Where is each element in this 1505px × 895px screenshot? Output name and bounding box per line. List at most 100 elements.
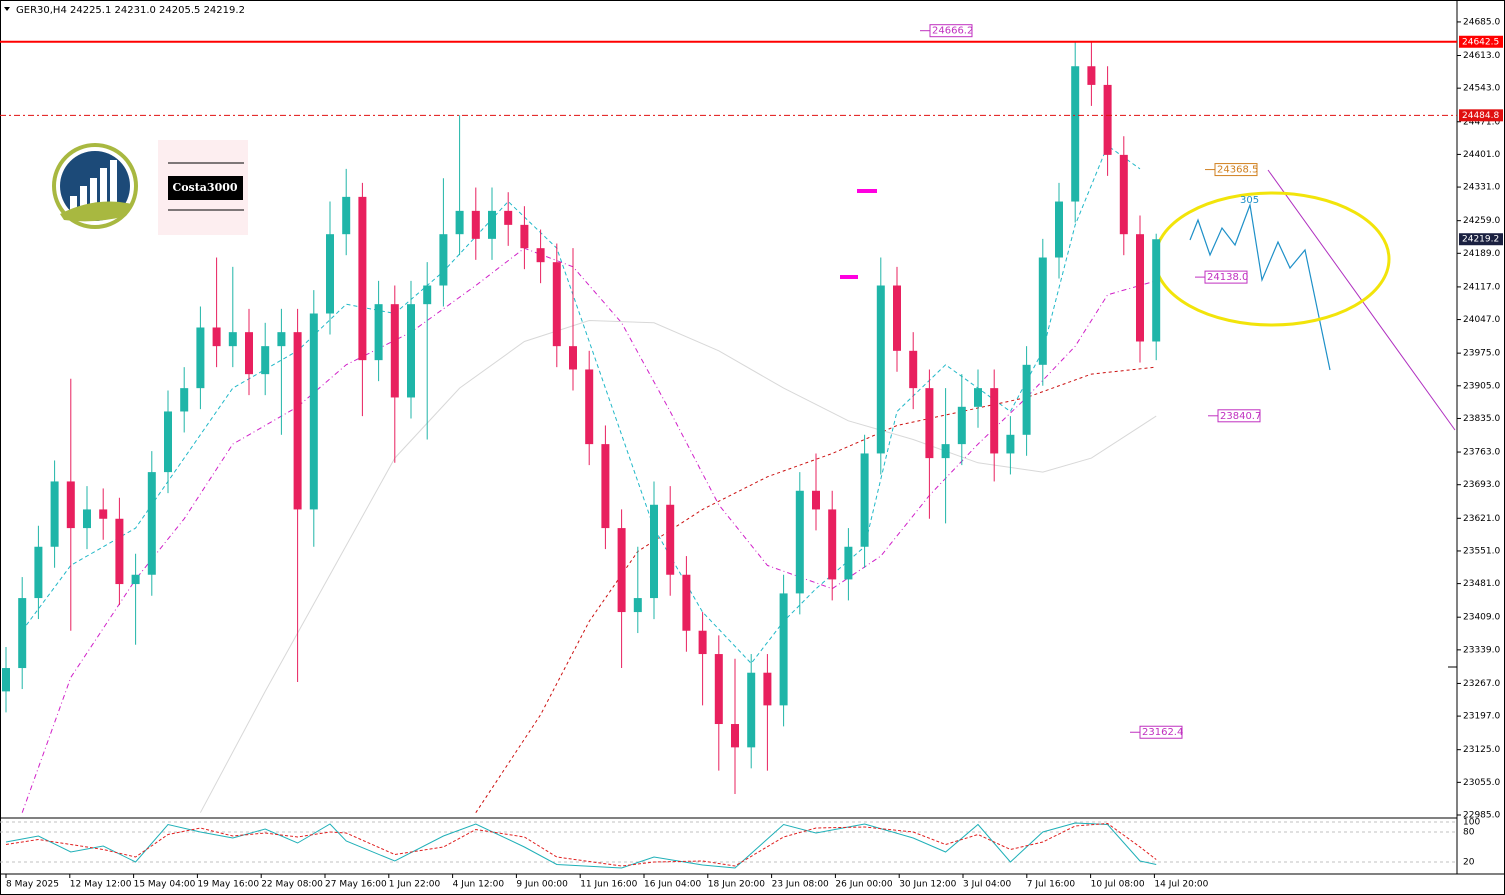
candle-body — [569, 346, 577, 370]
y-tick-label: 22985.0 — [1463, 811, 1500, 821]
y-tick-label: 24613.0 — [1463, 51, 1500, 61]
candle-body — [1055, 201, 1063, 258]
y-tick-label: 23055.0 — [1463, 778, 1500, 788]
y-tick-label: 23267.0 — [1463, 679, 1500, 689]
candle-body — [876, 285, 885, 454]
y-tick-label: 23693.0 — [1463, 480, 1500, 490]
y-tick-label: 24117.0 — [1463, 282, 1500, 292]
x-tick-label: 10 Jul 08:00 — [1091, 880, 1145, 890]
candle-body — [617, 528, 626, 613]
price-line-label: 24642.5 — [1462, 37, 1499, 47]
candle-body — [261, 346, 270, 375]
annotation-label: 24138.0 — [1207, 272, 1248, 283]
price-line-label: 24484.8 — [1462, 111, 1499, 121]
candle-body — [504, 210, 513, 225]
candle-body — [390, 304, 399, 398]
price-line-tag — [1459, 109, 1503, 122]
candle-body — [374, 304, 383, 361]
annotation-box — [1217, 409, 1261, 423]
osc-line — [5, 822, 1157, 869]
candle-body — [131, 574, 140, 585]
y-tick-label: 23197.0 — [1463, 712, 1500, 722]
candle-body — [828, 509, 837, 580]
logo — [52, 143, 138, 229]
y-tick-label: 23481.0 — [1463, 579, 1500, 589]
candle-body — [763, 672, 772, 706]
annotation-box — [1204, 270, 1248, 284]
menu-arrow — [4, 7, 10, 11]
candle-body — [974, 388, 982, 407]
x-tick-label: 14 Jul 20:00 — [1154, 880, 1208, 890]
candle-body — [812, 490, 820, 510]
candle-body — [326, 234, 334, 314]
candle-body — [488, 210, 496, 239]
candle-body — [520, 224, 529, 249]
candle-body — [893, 285, 901, 351]
y-tick-label: 23763.0 — [1463, 448, 1500, 458]
price-line-tag — [1459, 233, 1503, 246]
y-tick-label: 24259.0 — [1463, 216, 1500, 226]
annotation-label: 23840.7 — [1220, 411, 1261, 422]
logo-bar — [110, 160, 117, 210]
candle-body — [439, 234, 448, 286]
candle-body — [50, 481, 59, 547]
candle-body — [633, 598, 642, 613]
x-tick-label: 9 Jun 00:00 — [516, 880, 568, 890]
x-tick-label: 18 Jun 20:00 — [708, 880, 765, 890]
y-tick-label: 23409.0 — [1463, 613, 1500, 623]
x-tick-label: 19 May 16:00 — [197, 880, 259, 890]
y-tick-label: 23905.0 — [1463, 381, 1500, 391]
annotation-box — [1139, 725, 1183, 739]
x-tick-label: 7 Jul 16:00 — [1027, 880, 1076, 890]
logo-text: Costa3000 — [172, 181, 237, 194]
osc-tick-label: 20 — [1463, 858, 1475, 868]
annotation-label: 23162.4 — [1142, 727, 1183, 738]
logo-bar — [90, 178, 97, 210]
x-tick-label: 27 May 16:00 — [325, 880, 387, 890]
osc-line — [5, 822, 1157, 867]
x-tick-label: 23 Jun 08:00 — [772, 880, 829, 890]
x-tick-label: 22 May 08:00 — [261, 880, 323, 890]
x-tick-label: 16 Jun 04:00 — [644, 880, 701, 890]
marker-dash — [840, 275, 858, 279]
logo-bar — [70, 196, 77, 210]
candle-body — [407, 304, 415, 398]
candle-body — [147, 472, 156, 575]
annotation-box — [929, 24, 973, 38]
candle-body — [536, 248, 545, 263]
x-tick-label: 8 May 2025 — [6, 880, 59, 890]
candle-body — [909, 350, 918, 389]
candle-body — [714, 654, 723, 725]
candle-body — [1038, 257, 1047, 365]
candle-body — [844, 546, 853, 580]
annotation-label: 24368.5 — [1217, 165, 1258, 176]
y-tick-label: 24401.0 — [1463, 150, 1500, 160]
candle-body — [196, 327, 205, 389]
candle-body — [747, 672, 756, 748]
wave-label: 305 — [1240, 195, 1259, 206]
candle-body — [1119, 154, 1128, 235]
logo-bar — [80, 186, 87, 210]
y-tick-label: 24543.0 — [1463, 84, 1500, 94]
candle-body — [779, 593, 788, 706]
candle-body — [666, 504, 675, 575]
candle-body — [698, 630, 707, 655]
candle-body — [293, 332, 302, 510]
candle-body — [795, 490, 804, 594]
candle-body — [277, 332, 286, 347]
y-tick-label: 24047.0 — [1463, 315, 1500, 325]
y-tick-label: 24685.0 — [1463, 17, 1500, 27]
logo-bar — [100, 168, 107, 210]
candle-body — [1103, 84, 1112, 155]
candle-body — [941, 444, 950, 459]
candle-body — [860, 453, 869, 547]
candle-body — [1006, 434, 1015, 454]
candle-body — [650, 504, 658, 599]
y-tick-label: 23621.0 — [1463, 514, 1500, 524]
moving-average — [475, 366, 1157, 813]
osc-tick-label: 80 — [1463, 828, 1475, 838]
logo-label-bg — [168, 176, 243, 200]
